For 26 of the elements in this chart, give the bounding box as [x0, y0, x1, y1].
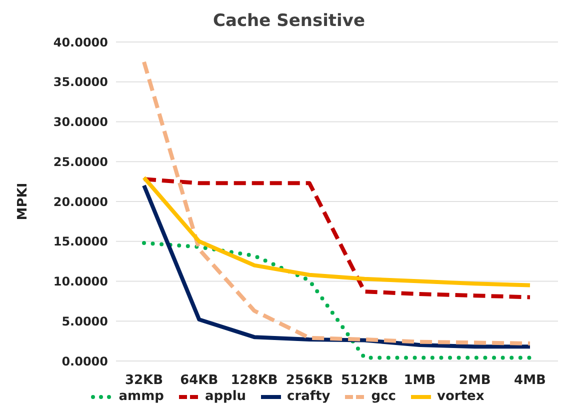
legend-label: applu [204, 389, 246, 404]
y-tick-label: 40.0000 [53, 35, 108, 50]
y-tick-label: 25.0000 [53, 154, 108, 169]
y-tick-label: 30.0000 [53, 115, 108, 130]
x-tick-label: 1MB [404, 373, 436, 388]
x-tick-label: 2MB [458, 373, 491, 388]
line-series [142, 60, 532, 346]
y-tick-label: 35.0000 [53, 75, 108, 90]
y-axis-title: MPKI [16, 182, 31, 220]
x-tick-label: 32KB [124, 373, 164, 388]
legend-label: crafty [286, 389, 330, 404]
y-tick-label: 0.0000 [62, 354, 108, 368]
legend-label: ammp [118, 389, 164, 404]
legend-label: vortex [436, 389, 484, 404]
y-tick-label: 10.0000 [53, 274, 108, 289]
y-tick-label: 20.0000 [53, 194, 108, 209]
x-tick-label: 4MB [514, 373, 546, 388]
y-tick-label: 5.0000 [62, 314, 108, 328]
line-series [142, 240, 532, 360]
x-tick-label: 128KB [230, 373, 278, 388]
y-tick-label: 15.0000 [53, 234, 108, 249]
x-tick-label: 256KB [286, 373, 333, 388]
x-tick-label: 64KB [180, 373, 218, 388]
legend-label: gcc [370, 389, 396, 404]
x-tick-label: 512KB [341, 373, 388, 388]
chart-title: Cache Sensitive [212, 10, 366, 33]
